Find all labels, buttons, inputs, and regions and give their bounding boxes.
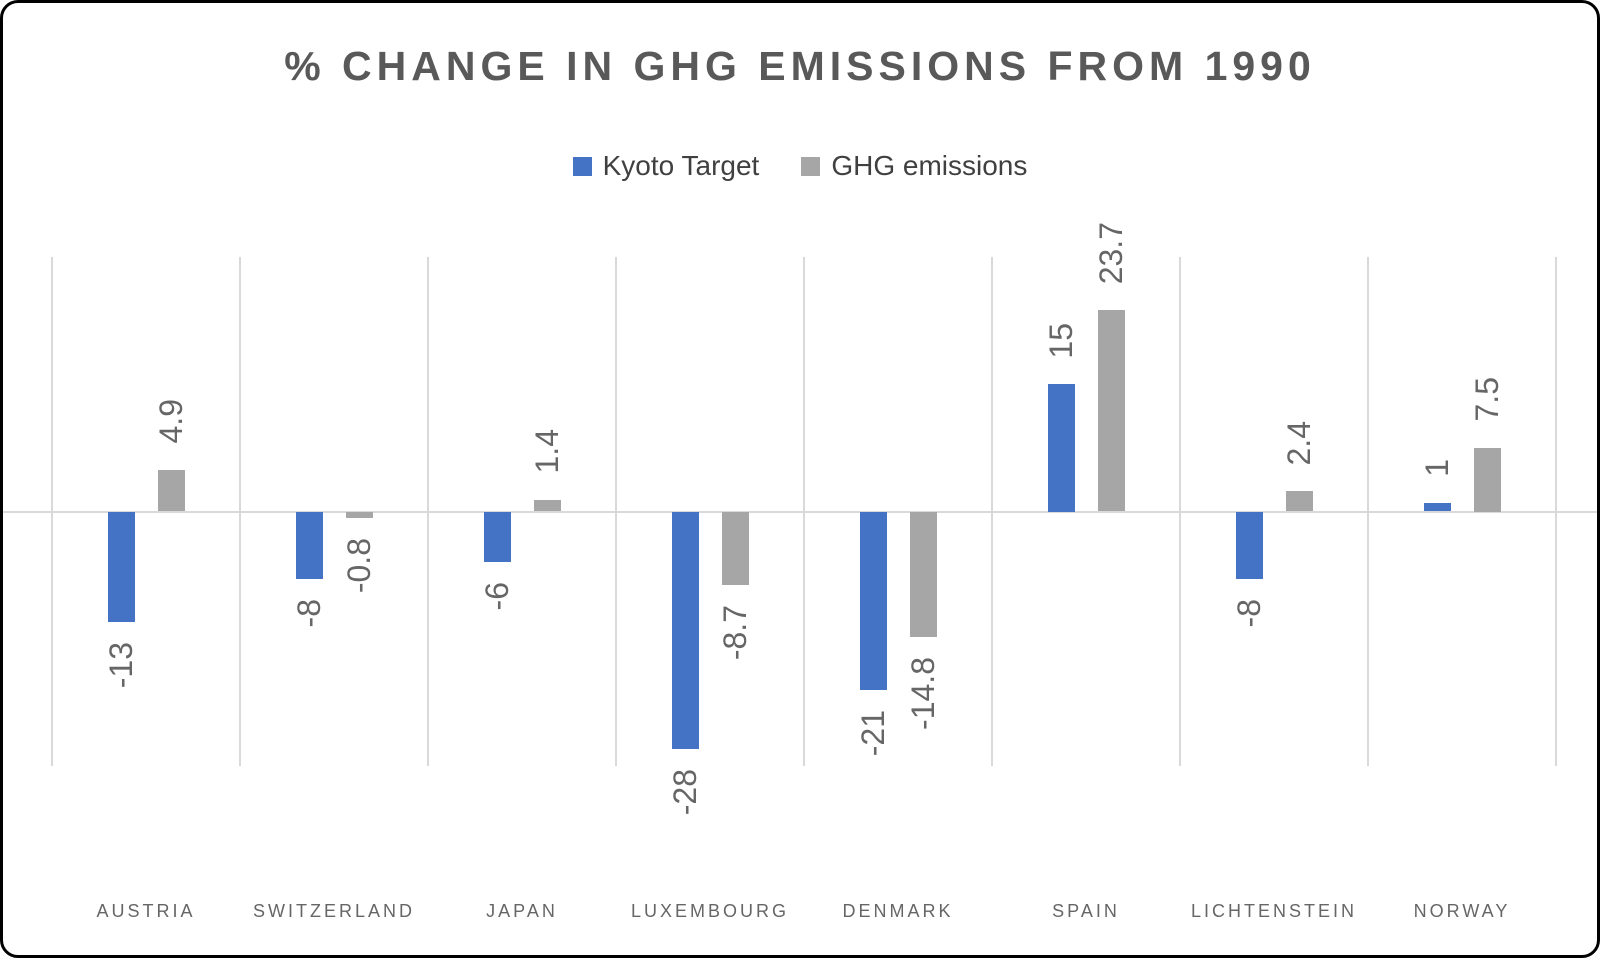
bar-ghg-emissions-austria: [157, 469, 185, 512]
x-axis-label-japan: JAPAN: [486, 901, 558, 921]
legend-item-kyoto-target: Kyoto Target: [572, 150, 760, 182]
value-label-ghg-emissions-norway: 7.5: [1469, 377, 1505, 422]
value-label-ghg-emissions-austria: 4.9: [153, 399, 189, 444]
x-axis-label-denmark: DENMARK: [842, 901, 954, 921]
value-label-kyoto-target-lichtenstein: -8: [1231, 599, 1267, 628]
x-axis-label-spain: SPAIN: [1052, 901, 1120, 921]
bar-ghg-emissions-luxembourg: [721, 511, 749, 586]
bar-kyoto-target-japan: [483, 511, 511, 563]
value-label-ghg-emissions-denmark: -14.8: [905, 657, 941, 730]
value-label-kyoto-target-japan: -6: [479, 582, 515, 611]
value-label-kyoto-target-denmark: -21: [855, 709, 891, 756]
bar-ghg-emissions-norway: [1473, 447, 1501, 512]
bar-kyoto-target-lichtenstein: [1235, 511, 1263, 580]
bar-kyoto-target-norway: [1423, 503, 1451, 512]
bar-kyoto-target-austria: [107, 511, 135, 622]
bar-kyoto-target-spain: [1047, 384, 1075, 512]
x-axis-label-austria: AUSTRIA: [96, 901, 196, 921]
x-axis-label-luxembourg: LUXEMBOURG: [630, 901, 790, 921]
zero-axis-line: [3, 510, 1597, 513]
value-label-kyoto-target-luxembourg: -28: [667, 769, 703, 816]
legend-item-ghg-emissions: GHG emissions: [801, 150, 1027, 182]
x-axis-label-norway: NORWAY: [1413, 901, 1511, 921]
bar-kyoto-target-luxembourg: [671, 511, 699, 750]
chart-title: % CHANGE IN GHG EMISSIONS FROM 1990: [284, 43, 1316, 89]
value-label-kyoto-target-spain: 15: [1043, 322, 1079, 359]
legend-label-kyoto-target: Kyoto Target: [602, 150, 760, 181]
legend: Kyoto Target GHG emissions: [3, 150, 1597, 182]
bar-ghg-emissions-switzerland: [345, 511, 373, 519]
bar-kyoto-target-switzerland: [295, 511, 323, 580]
bar-ghg-emissions-lichtenstein: [1285, 491, 1313, 512]
bar-ghg-emissions-japan: [533, 499, 561, 512]
legend-label-ghg-emissions: GHG emissions: [831, 150, 1028, 181]
value-label-ghg-emissions-lichtenstein: 2.4: [1281, 420, 1317, 466]
value-label-kyoto-target-austria: -13: [103, 641, 139, 689]
legend-swatch-kyoto-target: [572, 156, 592, 176]
bar-ghg-emissions-denmark: [909, 511, 937, 638]
value-label-kyoto-target-switzerland: -8: [291, 599, 327, 628]
value-label-ghg-emissions-switzerland: -0.8: [341, 538, 377, 594]
x-axis-label-lichtenstein: LICHTENSTEIN: [1190, 901, 1358, 921]
value-label-ghg-emissions-spain: 23.7: [1093, 222, 1129, 285]
bar-kyoto-target-denmark: [859, 511, 887, 690]
value-label-ghg-emissions-japan: 1.4: [529, 429, 565, 474]
x-axis-label-switzerland: SWITZERLAND: [252, 901, 415, 921]
plot-canvas: -13 4.9 AUSTRIA -8 -0.8 SWITZERLAND -6 1.4 JAPAN…: [3, 3, 1597, 955]
value-label-kyoto-target-norway: 1: [1419, 459, 1455, 478]
value-label-ghg-emissions-luxembourg: -8.7: [717, 605, 753, 661]
legend-swatch-ghg-emissions: [801, 156, 821, 176]
bar-ghg-emissions-spain: [1097, 310, 1125, 512]
